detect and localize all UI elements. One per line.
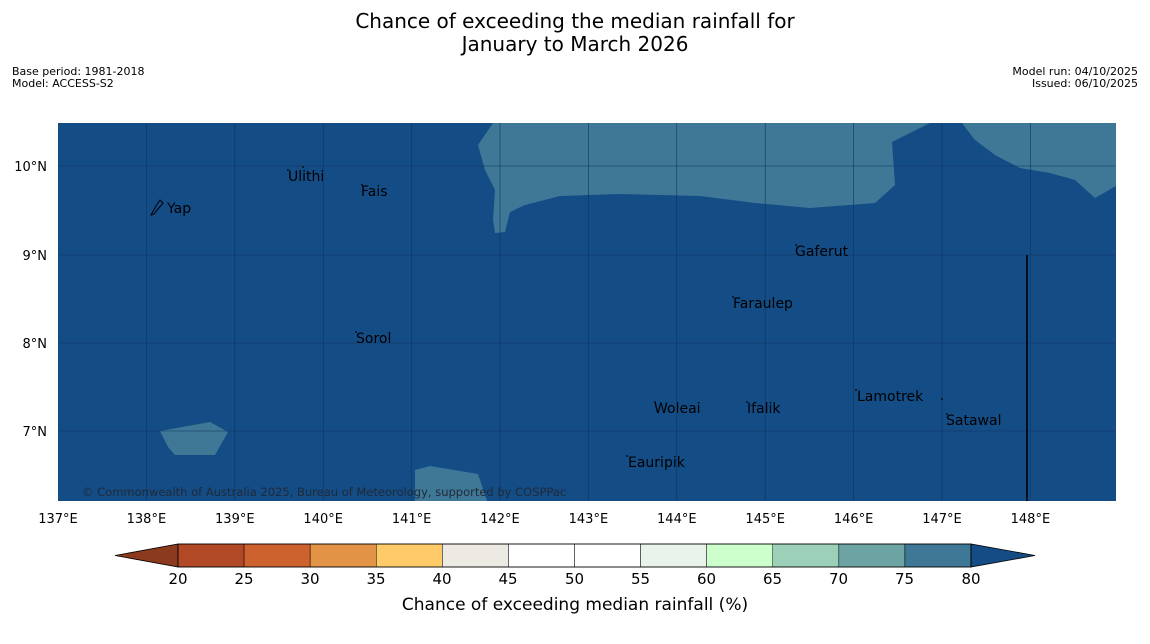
island-label-woleai: Woleai	[654, 401, 701, 417]
issued-date: Issued: 06/10/2025	[1031, 77, 1138, 90]
island-label-fais: Fais	[361, 184, 388, 200]
island-label-gaferut: Gaferut	[795, 244, 849, 260]
legend-tick: 60	[697, 570, 716, 588]
island-label-sorol: Sorol	[356, 331, 391, 347]
island-label-faraulep: Faraulep	[733, 296, 793, 312]
legend-tick: 35	[366, 570, 385, 588]
lat-tick: 8°N	[23, 337, 48, 352]
title-line-1: Chance of exceeding the median rainfall …	[355, 9, 795, 33]
lon-tick: 146°E	[834, 512, 874, 527]
legend-title: Chance of exceeding median rainfall (%)	[402, 595, 748, 615]
lon-tick: 145°E	[745, 512, 785, 527]
copyright-text: © Commonwealth of Australia 2025, Bureau…	[82, 485, 566, 499]
legend-tick: 55	[631, 570, 650, 588]
lon-tick: 141°E	[392, 512, 432, 527]
legend-cell	[376, 543, 443, 568]
lon-tick: 143°E	[569, 512, 609, 527]
title-line-2: January to March 2026	[461, 32, 689, 56]
legend-cells	[114, 543, 1036, 568]
legend-cell	[508, 543, 575, 568]
legend-tick: 75	[895, 570, 914, 588]
yap-island-shape	[149, 199, 164, 216]
lon-tick: 147°E	[922, 512, 962, 527]
zone-north-east	[962, 123, 1116, 198]
lon-tick: 138°E	[127, 512, 167, 527]
map-area: Yap Ulithi Fais Gaferut Faraulep Sorol W…	[58, 123, 1116, 501]
legend-cell	[772, 543, 840, 568]
island-label-ifalik: Ifalik	[747, 401, 781, 417]
legend-cell	[309, 543, 377, 568]
island-label-eauripik: Eauripik	[628, 455, 686, 471]
island-label-lamotrek: Lamotrek	[857, 389, 924, 405]
legend-cell	[904, 543, 972, 568]
zone-south-central	[415, 466, 487, 501]
zone-north-central	[478, 123, 930, 233]
legend-cell	[243, 543, 311, 568]
legend-tick: 50	[565, 570, 584, 588]
lon-tick: 144°E	[657, 512, 697, 527]
meta-right: Model run: 04/10/2025 Issued: 06/10/2025	[1012, 66, 1138, 90]
island-label-ulithi: Ulithi	[288, 169, 324, 185]
legend-cell	[706, 543, 774, 568]
legend-cell	[442, 543, 509, 568]
lat-tick: 10°N	[14, 160, 47, 175]
legend-cell	[838, 543, 906, 568]
lon-tick: 142°E	[480, 512, 520, 527]
legend-tick: 45	[498, 570, 517, 588]
lon-tick: 139°E	[215, 512, 255, 527]
island-label-satawal: Satawal	[946, 413, 1001, 429]
legend-tick: 70	[829, 570, 848, 588]
base-period: Base period: 1981-2018	[12, 65, 145, 78]
meta-left: Base period: 1981-2018 Model: ACCESS-S2	[12, 66, 144, 90]
island-label-yap: Yap	[166, 201, 191, 217]
island-markers	[287, 166, 948, 457]
map-gridlines	[58, 123, 1116, 501]
lat-tick: 9°N	[23, 249, 48, 264]
legend-colorbar	[114, 543, 1036, 568]
legend-tick: 65	[763, 570, 782, 588]
lon-tick: 137°E	[38, 512, 78, 527]
legend-tick: 20	[168, 570, 187, 588]
legend-cell	[640, 543, 707, 568]
model-name: Model: ACCESS-S2	[12, 77, 114, 90]
legend-extension-high	[970, 543, 1036, 568]
legend-tick: 40	[432, 570, 451, 588]
lon-tick: 148°E	[1011, 512, 1051, 527]
zone-south-west	[160, 422, 228, 455]
legend-tick: 80	[961, 570, 980, 588]
lat-tick: 7°N	[23, 425, 48, 440]
model-run: Model run: 04/10/2025	[1012, 65, 1138, 78]
legend-frame	[177, 543, 972, 568]
map-title: Chance of exceeding the median rainfall …	[0, 10, 1150, 56]
legend-tick: 30	[300, 570, 319, 588]
legend-extension-low	[114, 543, 179, 568]
legend-tick: 25	[234, 570, 253, 588]
legend-cell	[177, 543, 245, 568]
lon-tick: 140°E	[303, 512, 343, 527]
legend-cell	[574, 543, 641, 568]
